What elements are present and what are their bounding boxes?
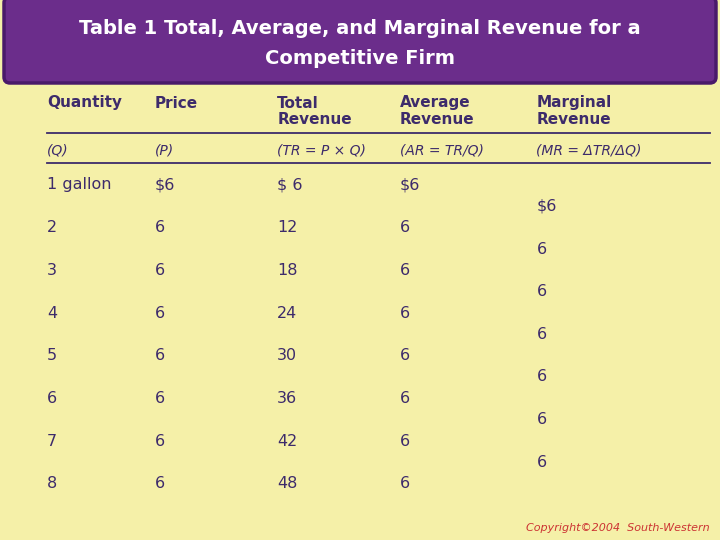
Text: 6: 6 <box>400 306 410 321</box>
Text: Table 1 Total, Average, and Marginal Revenue for a: Table 1 Total, Average, and Marginal Rev… <box>79 18 641 37</box>
Text: 8: 8 <box>47 476 57 491</box>
Text: 42: 42 <box>277 434 297 449</box>
Text: 3: 3 <box>47 263 57 278</box>
Text: 6: 6 <box>400 348 410 363</box>
Text: 6: 6 <box>536 369 546 384</box>
Text: 6: 6 <box>155 434 165 449</box>
Text: 6: 6 <box>400 220 410 235</box>
Text: 6: 6 <box>155 348 165 363</box>
FancyBboxPatch shape <box>4 0 716 83</box>
Text: Quantity: Quantity <box>47 96 122 111</box>
Text: $6: $6 <box>155 178 175 192</box>
Text: $6: $6 <box>400 178 420 192</box>
Text: 6: 6 <box>400 434 410 449</box>
Text: 12: 12 <box>277 220 297 235</box>
Text: 6: 6 <box>47 391 57 406</box>
Text: 18: 18 <box>277 263 297 278</box>
Text: 2: 2 <box>47 220 57 235</box>
Text: (P): (P) <box>155 143 174 157</box>
Text: 6: 6 <box>155 476 165 491</box>
Text: $ 6: $ 6 <box>277 178 302 192</box>
Text: 6: 6 <box>536 241 546 256</box>
Text: 36: 36 <box>277 391 297 406</box>
Text: 6: 6 <box>536 412 546 427</box>
Text: Revenue: Revenue <box>536 112 611 127</box>
Text: 24: 24 <box>277 306 297 321</box>
Text: 6: 6 <box>536 455 546 470</box>
Text: 6: 6 <box>155 391 165 406</box>
Text: 6: 6 <box>400 476 410 491</box>
Text: Price: Price <box>155 96 198 111</box>
Text: 30: 30 <box>277 348 297 363</box>
Text: Marginal: Marginal <box>536 96 612 111</box>
Text: 5: 5 <box>47 348 57 363</box>
Text: 6: 6 <box>155 263 165 278</box>
Text: (Q): (Q) <box>47 143 68 157</box>
Text: $6: $6 <box>536 199 557 214</box>
Text: Average: Average <box>400 96 470 111</box>
Text: 6: 6 <box>155 306 165 321</box>
Text: 6: 6 <box>400 263 410 278</box>
Text: 6: 6 <box>400 391 410 406</box>
Text: 6: 6 <box>155 220 165 235</box>
Text: Competitive Firm: Competitive Firm <box>265 49 455 68</box>
Text: (AR = TR/Q): (AR = TR/Q) <box>400 143 483 157</box>
Text: Total: Total <box>277 96 319 111</box>
Text: Copyright©2004  South-Western: Copyright©2004 South-Western <box>526 523 710 533</box>
Text: Revenue: Revenue <box>277 112 352 127</box>
Text: 48: 48 <box>277 476 297 491</box>
Text: 7: 7 <box>47 434 57 449</box>
Text: (TR = P × Q): (TR = P × Q) <box>277 143 366 157</box>
Text: 4: 4 <box>47 306 57 321</box>
Text: Revenue: Revenue <box>400 112 474 127</box>
Text: 6: 6 <box>536 284 546 299</box>
Text: (MR = ΔTR/ΔQ): (MR = ΔTR/ΔQ) <box>536 143 642 157</box>
Text: 6: 6 <box>536 327 546 342</box>
Text: 1 gallon: 1 gallon <box>47 178 112 192</box>
